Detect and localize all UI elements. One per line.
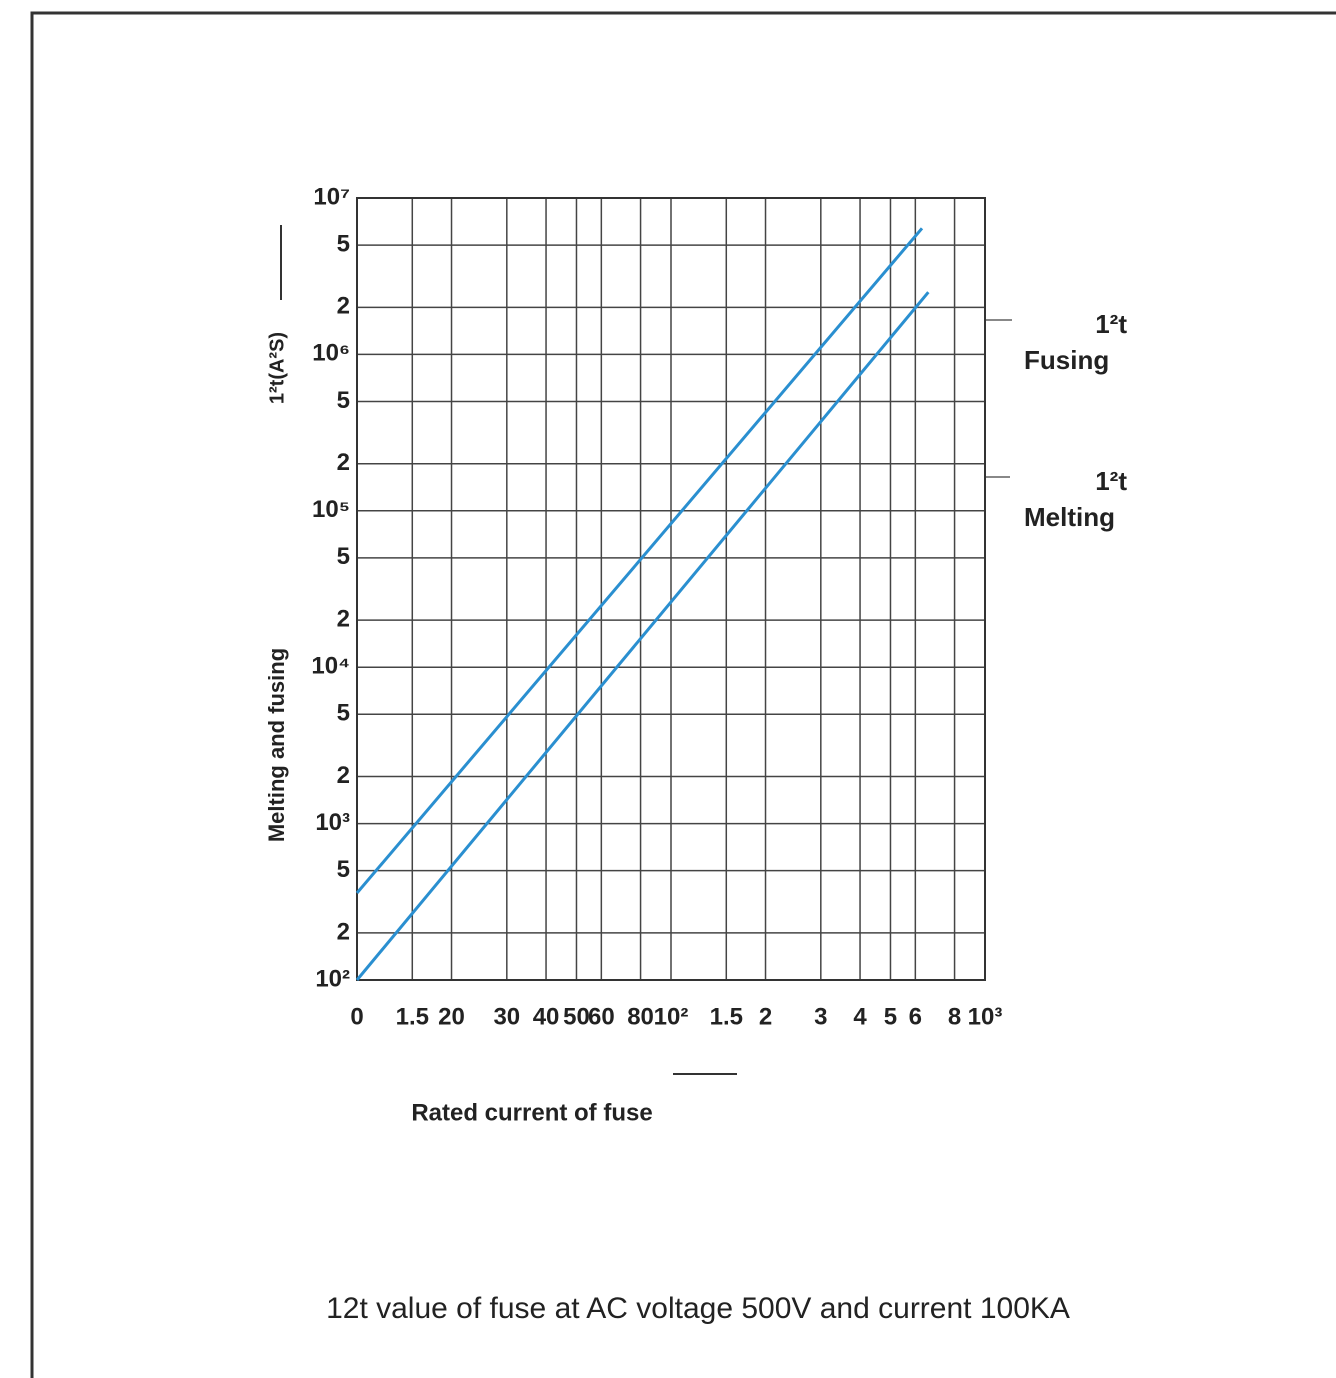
y-tick-label: 5 [337,700,350,727]
x-tick-label: 10³ [968,1003,1003,1030]
x-tick-label: 20 [438,1003,465,1030]
y-tick-label: 10⁵ [312,496,350,523]
x-tick-label: 0 [350,1003,363,1030]
series-symbol: 1²t [1095,466,1127,496]
x-tick-label: 80 [627,1003,654,1030]
y-tick-label: 10⁴ [311,653,350,680]
y-tick-label: 2 [337,918,350,945]
x-tick-label: 6 [909,1003,922,1030]
y-axis-label: Melting and fusing [264,648,289,842]
y-tick-label: 5 [337,387,350,414]
frame [30,11,1336,1378]
x-tick-label: 3 [814,1003,827,1030]
series-symbol: 1²t [1095,309,1127,339]
x-tick-label: 8 [948,1003,961,1030]
x-tick-label: 60 [588,1003,615,1030]
y-axis-unit: 1²t(A²S) [266,332,288,404]
chart-title: 12t value of fuse at AC voltage 500V and… [326,1292,1070,1325]
x-tick-label: 4 [853,1003,867,1030]
x-tick-label: 10² [654,1003,689,1030]
y-tick-label: 5 [337,543,350,570]
x-tick-label: 1.5 [710,1003,743,1030]
series-line [355,291,930,981]
x-tick-label: 5 [884,1003,897,1030]
y-tick-label: 2 [337,449,350,476]
series-label: Fusing [1024,345,1109,375]
y-tick-label: 2 [337,293,350,320]
series-line [355,227,924,894]
y-tick-label: 10² [315,965,350,992]
series-label: Melting [1024,502,1115,532]
y-tick-label: 10⁶ [312,340,350,367]
x-tick-label: 50 [563,1003,590,1030]
y-tick-label: 10³ [315,809,350,836]
x-tick-label: 1.5 [396,1003,429,1030]
x-tick-label: 2 [759,1003,772,1030]
y-tick-label: 10⁷ [313,183,350,210]
y-tick-label: 2 [337,762,350,789]
x-axis-label: Rated current of fuse [411,1099,652,1126]
x-tick-label: 40 [533,1003,560,1030]
plot-border [356,197,986,981]
y-tick-label: 2 [337,605,350,632]
x-tick-label: 30 [493,1003,520,1030]
y-tick-label: 5 [337,230,350,257]
y-tick-label: 5 [337,856,350,883]
